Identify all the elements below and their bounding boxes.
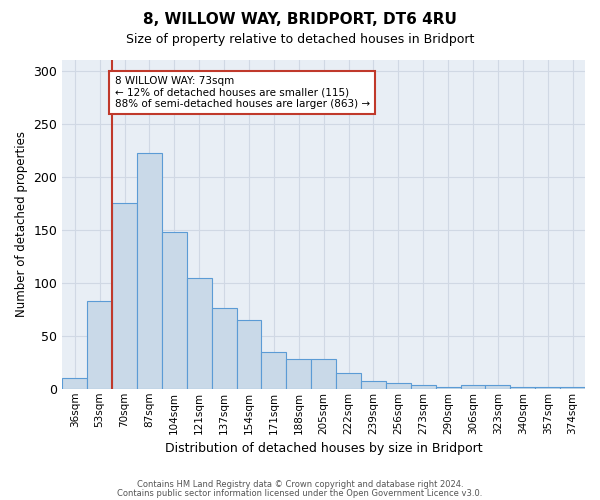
- Bar: [411, 384, 436, 389]
- Bar: [311, 359, 336, 389]
- Text: 8, WILLOW WAY, BRIDPORT, DT6 4RU: 8, WILLOW WAY, BRIDPORT, DT6 4RU: [143, 12, 457, 28]
- Bar: [262, 352, 286, 389]
- Text: Contains HM Land Registry data © Crown copyright and database right 2024.: Contains HM Land Registry data © Crown c…: [137, 480, 463, 489]
- Bar: [112, 203, 137, 389]
- Text: Contains public sector information licensed under the Open Government Licence v3: Contains public sector information licen…: [118, 489, 482, 498]
- Text: 8 WILLOW WAY: 73sqm
← 12% of detached houses are smaller (115)
88% of semi-detac: 8 WILLOW WAY: 73sqm ← 12% of detached ho…: [115, 76, 370, 109]
- Text: Size of property relative to detached houses in Bridport: Size of property relative to detached ho…: [126, 32, 474, 46]
- Bar: [361, 382, 386, 389]
- Bar: [386, 384, 411, 389]
- Bar: [162, 232, 187, 389]
- Bar: [286, 359, 311, 389]
- Bar: [62, 378, 87, 389]
- Bar: [336, 373, 361, 389]
- Bar: [485, 384, 511, 389]
- Bar: [511, 386, 535, 389]
- Bar: [436, 386, 461, 389]
- Bar: [187, 278, 212, 389]
- X-axis label: Distribution of detached houses by size in Bridport: Distribution of detached houses by size …: [165, 442, 482, 455]
- Y-axis label: Number of detached properties: Number of detached properties: [15, 132, 28, 318]
- Bar: [87, 300, 112, 389]
- Bar: [461, 384, 485, 389]
- Bar: [535, 386, 560, 389]
- Bar: [212, 308, 236, 389]
- Bar: [137, 154, 162, 389]
- Bar: [236, 320, 262, 389]
- Bar: [560, 386, 585, 389]
